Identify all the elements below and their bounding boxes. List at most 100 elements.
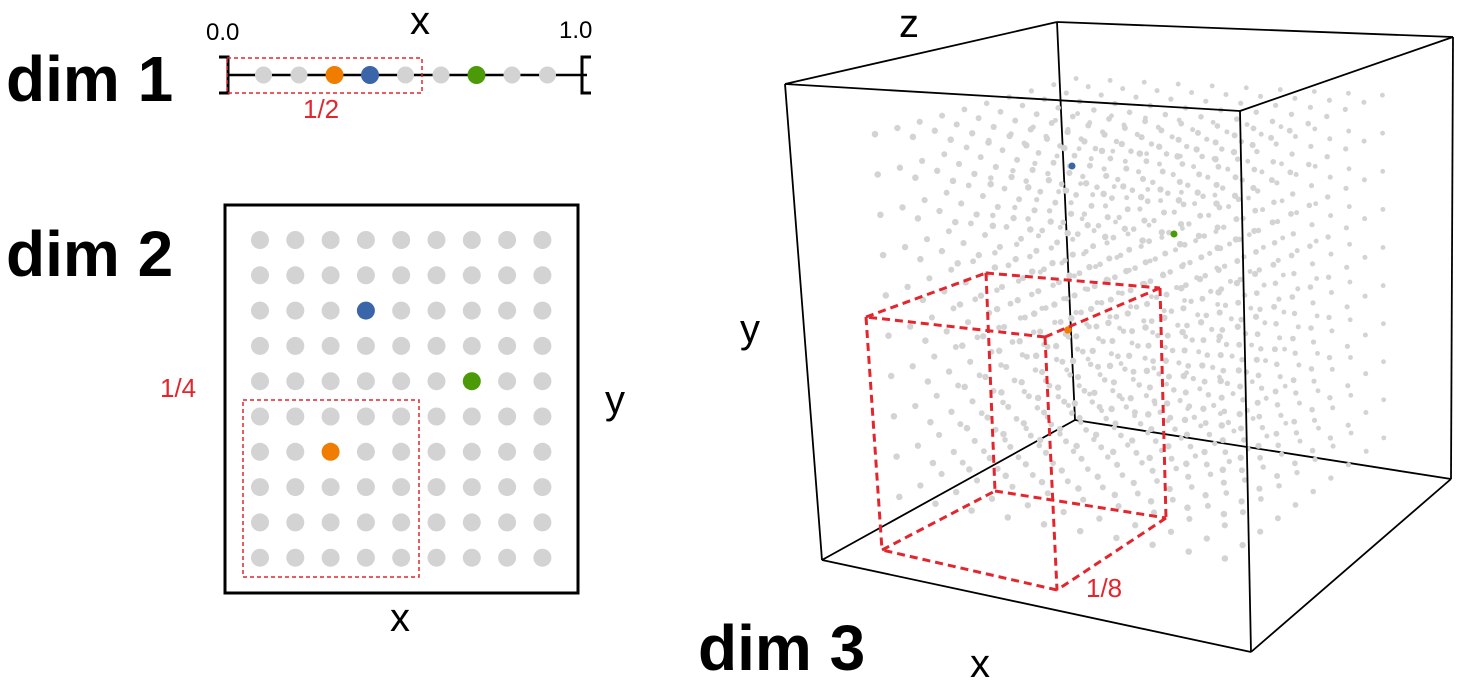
dim3-grid-point	[936, 431, 943, 438]
dim3-grid-point	[1074, 231, 1081, 237]
dim3-grid-point	[1168, 455, 1175, 462]
dim3-grid-point	[1219, 437, 1226, 444]
dim3-grid-point	[1221, 555, 1229, 562]
dim3-grid-point	[978, 410, 985, 417]
dim3-grid-point	[971, 170, 978, 178]
dim3-grid-point	[1007, 300, 1014, 307]
dim3-grid-point	[1186, 403, 1193, 410]
dim3-grid-point	[1167, 269, 1173, 275]
dim2-points	[251, 231, 552, 567]
dim3-grid-point	[1054, 239, 1061, 246]
dim3-grid-point	[1015, 278, 1022, 284]
dim3-grid-point	[1205, 174, 1211, 180]
dim3-grid-point	[1307, 104, 1314, 110]
dim3-grid-point	[1043, 135, 1051, 142]
dim3-grid-point	[1172, 247, 1179, 253]
dim3-grid-point	[994, 287, 1000, 294]
dim3-grid-point	[1130, 376, 1136, 382]
dim3-grid-point	[1281, 309, 1287, 315]
dim3-grid-point	[1283, 420, 1289, 426]
dim3-grid-point	[1210, 119, 1216, 125]
dim2-grid-point	[462, 513, 481, 532]
dim3-grid-point	[1023, 178, 1029, 184]
dim3-grid-point	[1223, 341, 1230, 348]
dim3-grid-point	[1007, 443, 1014, 450]
dim3-grid-point	[1212, 192, 1218, 198]
dim3-grid-point	[1314, 276, 1320, 281]
dim3-grid-point	[1036, 436, 1044, 444]
dim3-grid-point	[952, 344, 959, 350]
dim3-grid-point	[1263, 395, 1269, 401]
dim3-grid-point	[1034, 394, 1042, 402]
dim3-grid-point	[1011, 377, 1018, 384]
dim3-grid-point	[997, 108, 1004, 115]
dim3-grid-point	[1076, 527, 1084, 535]
dim2-grid-point	[533, 478, 552, 497]
dim3-grid-point	[1108, 351, 1115, 357]
dim3-grid-point	[953, 121, 960, 128]
dim3-grid-point	[1191, 414, 1198, 421]
dim3-grid-point	[1238, 498, 1245, 505]
dim3-grid-point	[1034, 405, 1041, 411]
dim3-grid-point	[1178, 435, 1184, 441]
dim3-grid-point	[1380, 168, 1386, 174]
dim3-grid-point	[1225, 419, 1232, 426]
dim3-grid-point	[1231, 428, 1237, 434]
dim3-grid-point	[1125, 231, 1131, 237]
dim3-grid-point	[1183, 431, 1191, 438]
dim3-grid-point	[1031, 207, 1038, 214]
dim3-grid-point	[1313, 238, 1319, 244]
dim3-grid-point	[1210, 364, 1216, 371]
dim3-grid-point	[1145, 430, 1151, 436]
dim3-grid-point	[1073, 442, 1080, 450]
dim3-grid-point	[1203, 98, 1209, 104]
dim2-grid-point	[392, 513, 411, 532]
dim3-grid-point	[1271, 240, 1278, 246]
dim3-grid-point	[1228, 316, 1234, 322]
dim3-grid-point	[1280, 272, 1286, 278]
dim3-grid-point	[1313, 201, 1319, 207]
dim3-grid-point	[1142, 355, 1148, 361]
dim3-grid-point	[1362, 216, 1368, 222]
dim3-grid-point	[1025, 184, 1032, 191]
dim2-grid-point	[462, 478, 481, 497]
dim3-grid-point	[1107, 296, 1114, 303]
dim3-grid-point	[1091, 436, 1097, 443]
dim3-grid-point	[1001, 323, 1008, 330]
dim3-grid-point	[1171, 209, 1177, 215]
dim3-grid-point	[1128, 304, 1134, 310]
dim3-grid-point	[1173, 284, 1180, 291]
dim3-grid-point	[1059, 358, 1066, 365]
dim2-grid-point	[321, 336, 340, 355]
dim3-grid-point	[950, 305, 957, 312]
dim3-grid-point	[1274, 361, 1280, 368]
dim3-grid-point	[1292, 502, 1299, 508]
dim3-grid-point	[1073, 76, 1079, 81]
dim3-grid-point	[945, 228, 952, 235]
dim3-grid-point	[1055, 393, 1062, 400]
dim3-grid-point	[1327, 435, 1334, 441]
dim3-grid-point	[1052, 319, 1058, 326]
dim3-grid-point	[1327, 136, 1333, 142]
dim3-grid-point	[1290, 377, 1297, 384]
dim3-grid-point	[1055, 105, 1061, 111]
dim3-grid-point	[1198, 423, 1204, 429]
dim3-grid-point	[1185, 473, 1192, 480]
dim3-grid-point	[1084, 222, 1091, 229]
dim3-grid-point	[992, 250, 998, 256]
dim3-grid-point	[1192, 201, 1198, 207]
dim3-grid-point	[1325, 274, 1332, 280]
dim3-grid-point	[1268, 177, 1275, 184]
dim3-grid-point	[1137, 421, 1144, 427]
dim3-grid-point	[1231, 192, 1239, 199]
dim3-grid-point	[1152, 256, 1159, 262]
dim3-grid-point	[1193, 238, 1199, 244]
dim3-grid-point	[1201, 448, 1208, 456]
dim1-grid-point	[539, 66, 556, 84]
dim3-grid-point	[1201, 378, 1208, 385]
dim3-grid-point	[1236, 410, 1243, 418]
dim3-grid-point	[1206, 431, 1213, 438]
dim3-grid-point	[1141, 217, 1148, 224]
dim3-grid-point	[1071, 152, 1078, 159]
dim3-grid-point	[949, 177, 957, 185]
